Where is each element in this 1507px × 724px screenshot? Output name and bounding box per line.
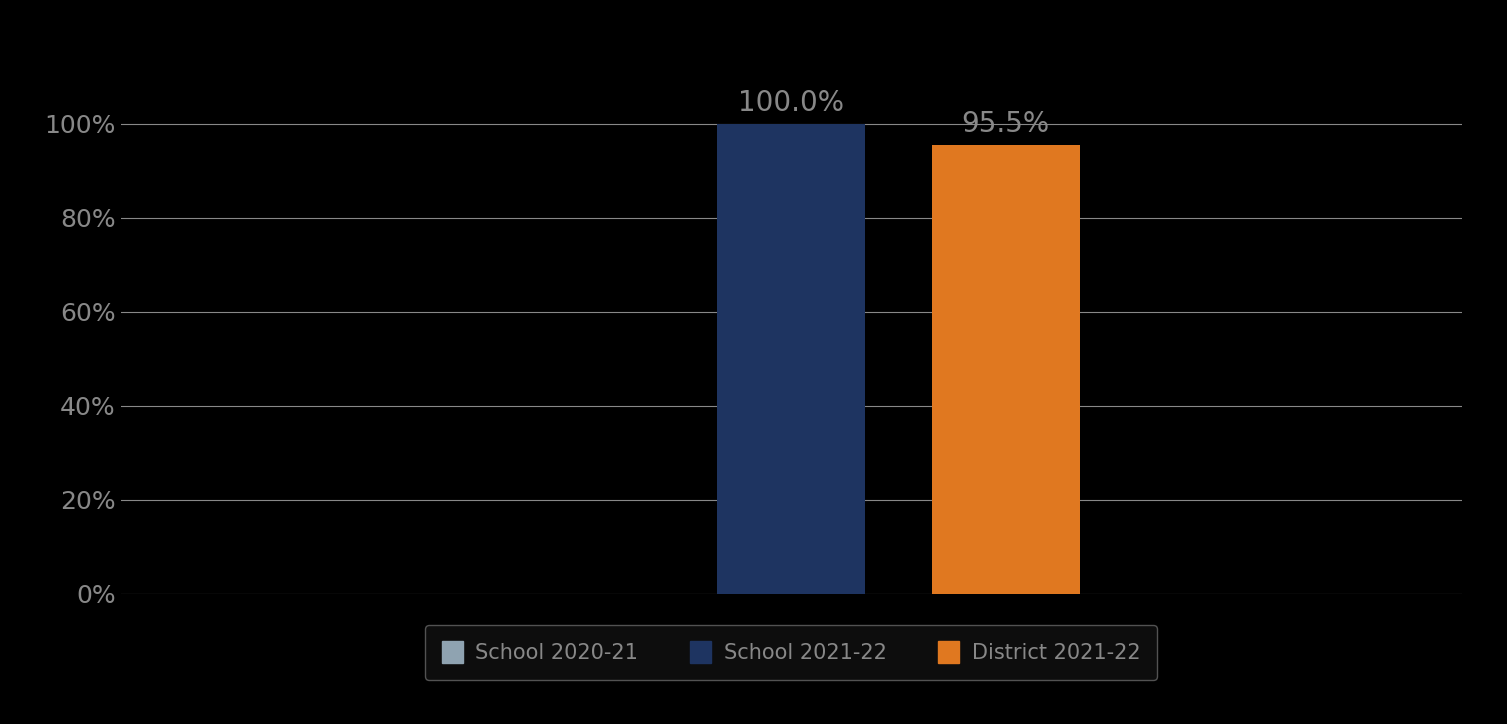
- Legend: School 2020-21, School 2021-22, District 2021-22: School 2020-21, School 2021-22, District…: [425, 625, 1157, 680]
- Text: 95.5%: 95.5%: [961, 110, 1050, 138]
- Text: 100.0%: 100.0%: [738, 88, 844, 117]
- Bar: [717, 124, 865, 594]
- Bar: [931, 145, 1079, 594]
